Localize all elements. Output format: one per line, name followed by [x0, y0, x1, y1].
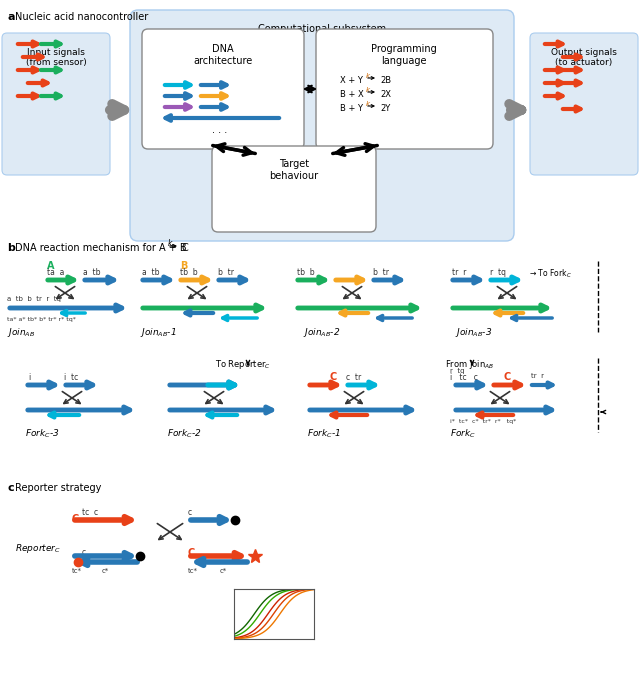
Text: 2X: 2X [380, 90, 391, 99]
Text: Fork$_C$-3: Fork$_C$-3 [25, 428, 60, 440]
Text: k: k [366, 101, 370, 107]
Text: a  tb  b  tr  r  tq: a tb b tr r tq [7, 296, 61, 302]
Text: c  tr: c tr [346, 373, 361, 382]
Text: Fork$_C$-1: Fork$_C$-1 [307, 428, 341, 440]
Text: Join$_{AB}$-1: Join$_{AB}$-1 [140, 326, 177, 339]
FancyBboxPatch shape [2, 33, 110, 175]
Text: C: C [181, 243, 188, 253]
Text: 2B: 2B [380, 76, 391, 85]
Text: DNA reaction mechanism for A + B: DNA reaction mechanism for A + B [15, 243, 189, 253]
Text: tb  b: tb b [297, 268, 315, 277]
Text: tc*: tc* [72, 568, 82, 574]
Text: B + X: B + X [340, 90, 366, 99]
Text: b  tr: b tr [218, 268, 234, 277]
Text: k: k [168, 239, 172, 248]
Text: To Reporter$_C$: To Reporter$_C$ [215, 358, 271, 371]
Text: Nucleic acid nanocontroller: Nucleic acid nanocontroller [15, 12, 148, 22]
Text: tr  r: tr r [452, 268, 467, 277]
Text: c: c [188, 508, 192, 517]
Text: i: i [28, 373, 30, 382]
FancyBboxPatch shape [130, 10, 514, 241]
Text: C: C [330, 372, 337, 382]
Text: Reporter$_C$: Reporter$_C$ [15, 542, 61, 555]
Text: tc  c: tc c [82, 508, 98, 517]
Text: b: b [7, 243, 15, 253]
Text: k: k [366, 87, 370, 93]
Text: i   tc   c: i tc c [450, 373, 478, 382]
Text: i  tc: i tc [64, 373, 78, 382]
Text: r  tq: r tq [490, 268, 506, 277]
Text: c: c [7, 483, 13, 493]
Text: c*: c* [102, 568, 109, 574]
Text: r  tq: r tq [450, 368, 465, 374]
Text: C: C [504, 372, 511, 382]
FancyBboxPatch shape [530, 33, 638, 175]
Text: a  tb: a tb [83, 268, 100, 277]
Text: Input signals
(from sensor): Input signals (from sensor) [26, 48, 86, 68]
FancyBboxPatch shape [212, 146, 376, 232]
Text: A: A [47, 261, 54, 271]
Text: i*  tc*  c*  tr*  r*   tq*: i* tc* c* tr* r* tq* [450, 419, 516, 424]
Text: Join$_{AB}$-2: Join$_{AB}$-2 [303, 326, 340, 339]
Text: → To Fork$_C$: → To Fork$_C$ [529, 268, 572, 281]
Text: k: k [366, 73, 370, 79]
Text: Reporter strategy: Reporter strategy [15, 483, 101, 493]
Text: Fork$_C$-2: Fork$_C$-2 [167, 428, 202, 440]
Text: ta* a* tb* b* tr* r* tq*: ta* a* tb* b* tr* r* tq* [7, 317, 76, 322]
Text: ta  a: ta a [47, 268, 65, 277]
Text: Output signals
(to actuator): Output signals (to actuator) [551, 48, 617, 68]
Text: a  tb: a tb [142, 268, 159, 277]
Text: DNA
architecture: DNA architecture [193, 44, 253, 66]
Text: From Join$_{AB}$: From Join$_{AB}$ [445, 358, 494, 371]
Text: . . .: . . . [212, 125, 228, 135]
Text: C: C [188, 548, 195, 558]
Text: 2Y: 2Y [380, 104, 390, 113]
Text: B: B [180, 261, 188, 271]
Text: Join$_{AB}$-3: Join$_{AB}$-3 [455, 326, 492, 339]
Text: Programming
language: Programming language [371, 44, 437, 66]
Text: c*: c* [220, 568, 227, 574]
Text: Fork$_C$: Fork$_C$ [450, 428, 476, 440]
FancyBboxPatch shape [142, 29, 304, 149]
Text: C: C [72, 514, 79, 524]
Text: X + Y: X + Y [340, 76, 365, 85]
Text: Target
behaviour: Target behaviour [269, 159, 319, 181]
Text: a: a [7, 12, 15, 22]
FancyBboxPatch shape [316, 29, 493, 149]
Text: Join$_{AB}$: Join$_{AB}$ [7, 326, 35, 339]
Text: Computational subsystem: Computational subsystem [258, 24, 386, 34]
Text: c: c [82, 548, 86, 557]
Text: tr  r: tr r [531, 373, 544, 379]
Text: b  tr: b tr [373, 268, 389, 277]
Text: tb  b: tb b [180, 268, 198, 277]
Text: B + Y: B + Y [340, 104, 365, 113]
Text: tc*: tc* [188, 568, 198, 574]
